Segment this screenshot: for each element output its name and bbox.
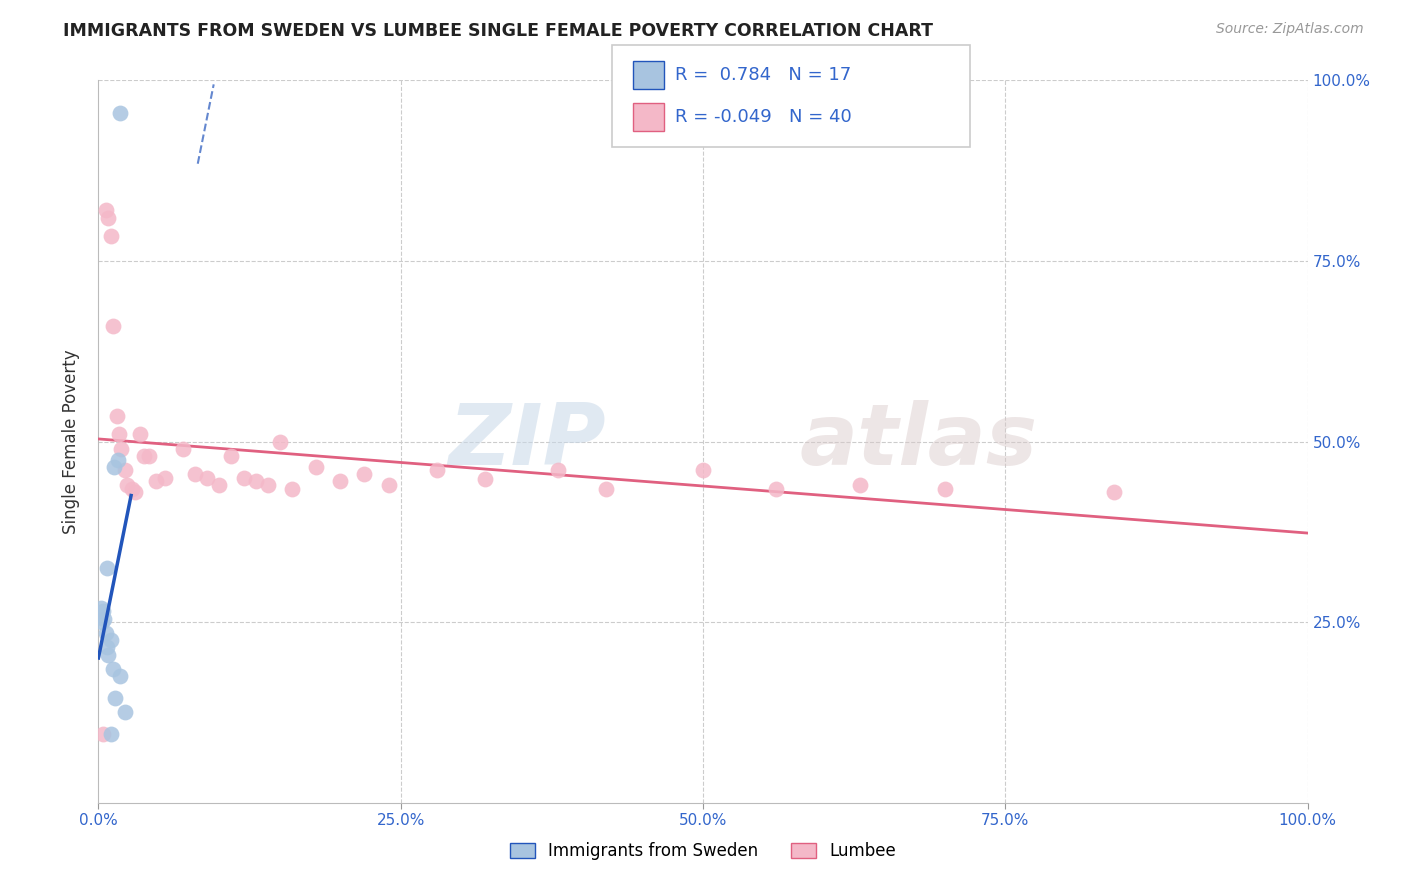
Point xyxy=(100,633,122,648)
Text: ZIP: ZIP xyxy=(449,400,606,483)
Point xyxy=(153,470,176,484)
Point xyxy=(94,626,117,640)
Point xyxy=(692,463,714,477)
Point xyxy=(353,467,375,481)
Point xyxy=(765,482,787,496)
Point xyxy=(329,475,352,489)
Point xyxy=(101,318,124,333)
Point xyxy=(104,691,127,706)
Point xyxy=(96,561,118,575)
Point xyxy=(91,615,114,630)
Y-axis label: Single Female Poverty: Single Female Poverty xyxy=(62,350,80,533)
Point xyxy=(256,478,278,492)
Point xyxy=(110,442,132,456)
Point xyxy=(114,463,136,477)
Point xyxy=(474,472,496,486)
Point xyxy=(90,600,112,615)
Point xyxy=(101,662,124,676)
Point xyxy=(1102,485,1125,500)
Text: atlas: atlas xyxy=(800,400,1038,483)
Point xyxy=(426,463,449,477)
Point xyxy=(145,475,167,489)
Point xyxy=(100,228,122,243)
Point xyxy=(305,459,328,474)
Point xyxy=(100,727,122,741)
Point xyxy=(91,604,114,618)
Point xyxy=(934,482,956,496)
Point xyxy=(172,442,194,456)
Point xyxy=(281,482,304,496)
Point xyxy=(232,470,254,484)
Point xyxy=(94,203,117,218)
Point xyxy=(134,449,156,463)
Point xyxy=(377,478,399,492)
Text: R = -0.049   N = 40: R = -0.049 N = 40 xyxy=(675,108,852,126)
Point xyxy=(91,727,114,741)
Point xyxy=(108,427,131,442)
Text: Source: ZipAtlas.com: Source: ZipAtlas.com xyxy=(1216,22,1364,37)
Point xyxy=(107,452,129,467)
Point xyxy=(269,434,291,449)
Point xyxy=(121,482,143,496)
Point xyxy=(97,211,120,225)
Point xyxy=(208,478,231,492)
Point xyxy=(128,427,150,442)
Point xyxy=(103,459,125,474)
Point xyxy=(138,449,160,463)
Point xyxy=(184,467,207,481)
Point xyxy=(108,105,131,120)
Point xyxy=(108,669,131,683)
Point xyxy=(195,470,218,484)
Point xyxy=(97,648,120,662)
Point xyxy=(117,478,139,492)
Point xyxy=(93,611,115,625)
Point xyxy=(849,478,872,492)
Point xyxy=(124,485,146,500)
Point xyxy=(595,482,617,496)
Point xyxy=(105,409,128,424)
Text: R =  0.784   N = 17: R = 0.784 N = 17 xyxy=(675,66,851,84)
Point xyxy=(114,706,136,720)
Legend: Immigrants from Sweden, Lumbee: Immigrants from Sweden, Lumbee xyxy=(503,836,903,867)
Point xyxy=(221,449,243,463)
Text: IMMIGRANTS FROM SWEDEN VS LUMBEE SINGLE FEMALE POVERTY CORRELATION CHART: IMMIGRANTS FROM SWEDEN VS LUMBEE SINGLE … xyxy=(63,22,934,40)
Point xyxy=(547,463,569,477)
Point xyxy=(96,640,118,655)
Point xyxy=(245,475,267,489)
